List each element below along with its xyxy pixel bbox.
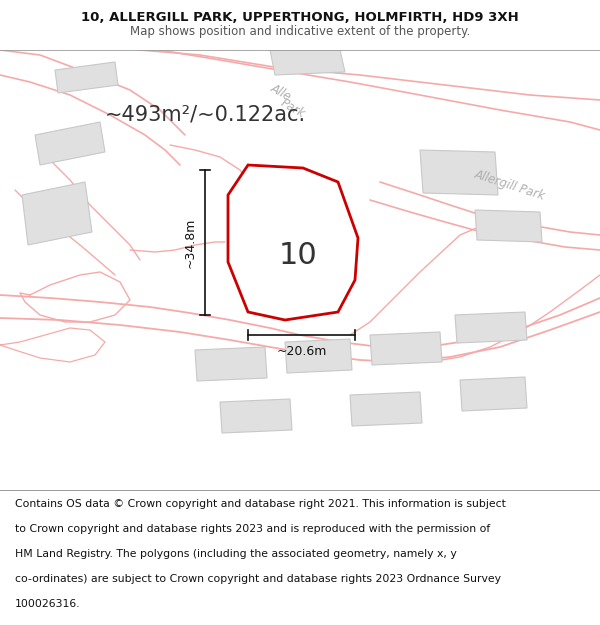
Polygon shape: [35, 122, 105, 165]
Text: to Crown copyright and database rights 2023 and is reproduced with the permissio: to Crown copyright and database rights 2…: [15, 524, 490, 534]
Text: ~20.6m: ~20.6m: [277, 345, 326, 358]
Text: 10: 10: [278, 241, 317, 269]
Polygon shape: [475, 210, 542, 242]
Text: Map shows position and indicative extent of the property.: Map shows position and indicative extent…: [130, 24, 470, 38]
Polygon shape: [220, 399, 292, 433]
Polygon shape: [460, 377, 527, 411]
Text: 100026316.: 100026316.: [15, 599, 80, 609]
Text: ~34.8m: ~34.8m: [184, 217, 197, 268]
Text: co-ordinates) are subject to Crown copyright and database rights 2023 Ordnance S: co-ordinates) are subject to Crown copyr…: [15, 574, 501, 584]
Text: Allergill Park: Allergill Park: [473, 168, 547, 202]
Text: Park: Park: [278, 96, 307, 120]
Polygon shape: [455, 312, 527, 343]
Text: HM Land Registry. The polygons (including the associated geometry, namely x, y: HM Land Registry. The polygons (includin…: [15, 549, 457, 559]
Text: ~493m²/~0.122ac.: ~493m²/~0.122ac.: [105, 105, 306, 125]
Polygon shape: [285, 339, 352, 373]
Polygon shape: [22, 182, 92, 245]
Text: Alle: Alle: [268, 81, 293, 103]
Polygon shape: [55, 62, 118, 93]
Polygon shape: [235, 185, 322, 248]
Polygon shape: [370, 332, 442, 365]
Polygon shape: [350, 392, 422, 426]
Polygon shape: [195, 347, 267, 381]
Polygon shape: [228, 165, 358, 320]
Text: 10, ALLERGILL PARK, UPPERTHONG, HOLMFIRTH, HD9 3XH: 10, ALLERGILL PARK, UPPERTHONG, HOLMFIRT…: [81, 11, 519, 24]
Polygon shape: [270, 50, 345, 75]
Polygon shape: [420, 150, 498, 195]
Text: Contains OS data © Crown copyright and database right 2021. This information is : Contains OS data © Crown copyright and d…: [15, 499, 506, 509]
